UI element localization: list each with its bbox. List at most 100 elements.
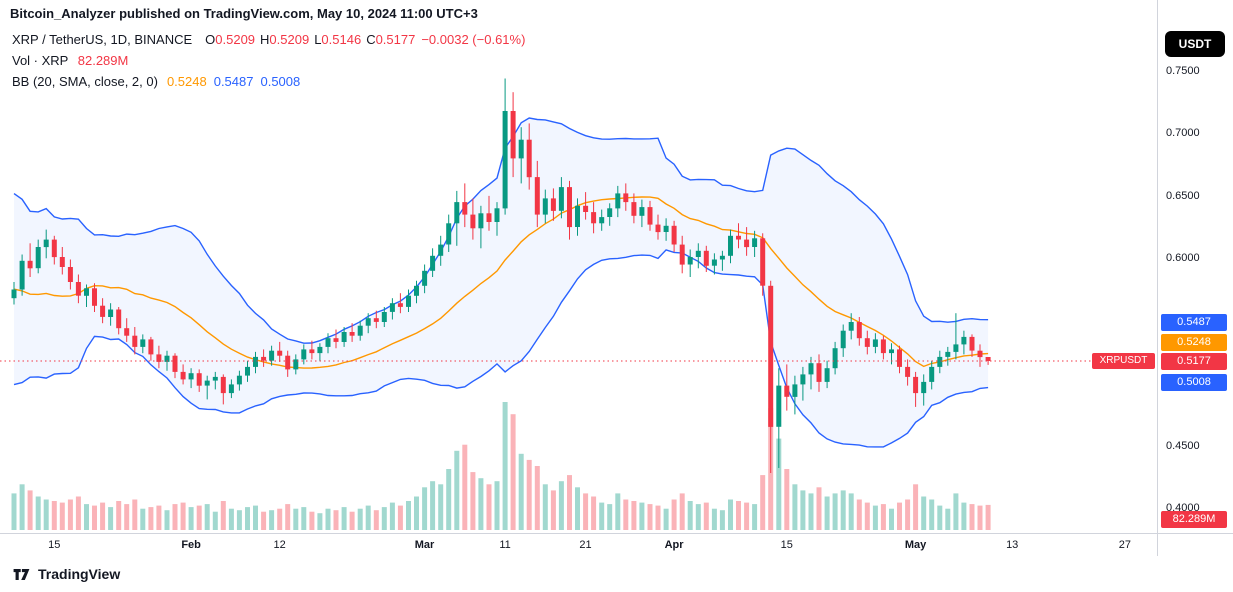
candle-body bbox=[655, 224, 661, 233]
candle-body bbox=[325, 338, 331, 347]
candle-body bbox=[486, 213, 492, 222]
candle-body bbox=[317, 346, 323, 354]
currency-toggle-button[interactable]: USDT bbox=[1165, 31, 1225, 57]
volume-bar bbox=[760, 475, 766, 530]
candle-body bbox=[277, 350, 283, 356]
volume-bar bbox=[172, 504, 178, 530]
price-axis[interactable]: USDT 0.75000.70000.65000.60000.55000.500… bbox=[1157, 0, 1233, 556]
volume-bar bbox=[470, 472, 476, 530]
candle-body bbox=[124, 328, 130, 336]
volume-bar bbox=[929, 499, 935, 530]
volume-bar bbox=[736, 501, 741, 530]
time-axis[interactable]: 15 Feb 12 Mar 11 21 Apr 15 May 13 27 bbox=[0, 533, 1233, 556]
candle-body bbox=[204, 380, 210, 386]
volume-bar bbox=[124, 504, 130, 530]
volume-bar bbox=[140, 508, 146, 530]
volume-bar bbox=[454, 450, 460, 530]
candle-body bbox=[695, 250, 701, 257]
volume-bar bbox=[446, 469, 452, 530]
volume-bar bbox=[510, 414, 516, 530]
candle-body bbox=[711, 259, 717, 266]
candle-body bbox=[156, 354, 162, 362]
volume-bar bbox=[776, 438, 782, 530]
candle-body bbox=[269, 350, 275, 361]
candle-body bbox=[494, 208, 500, 222]
candle-body bbox=[607, 208, 613, 217]
candle-body bbox=[703, 250, 709, 266]
volume-bar bbox=[832, 493, 838, 530]
volume-bar bbox=[703, 502, 709, 530]
candle-body bbox=[220, 376, 226, 394]
candle-body bbox=[100, 305, 106, 317]
candle-body bbox=[341, 332, 347, 342]
candle-body bbox=[261, 356, 267, 361]
volume-bar bbox=[35, 496, 41, 530]
candle-body bbox=[639, 207, 645, 216]
candle-body bbox=[542, 198, 548, 215]
volume-bar bbox=[744, 502, 750, 530]
volume-bar bbox=[719, 510, 725, 530]
candle-body bbox=[977, 350, 983, 358]
candle-body bbox=[422, 270, 428, 286]
volume-bar bbox=[196, 505, 202, 530]
price-tick: 0.6500 bbox=[1166, 189, 1200, 202]
tradingview-brand: TradingView bbox=[38, 566, 121, 582]
volume-label: Vol · XRP bbox=[12, 53, 69, 68]
chart-legend: XRP / TetherUS, 1D, BINANCE O0.5209 H0.520… bbox=[12, 29, 525, 92]
candle-body bbox=[760, 238, 766, 286]
volume-bar bbox=[11, 493, 17, 530]
candle-body bbox=[196, 373, 202, 386]
candle-body bbox=[253, 356, 258, 367]
volume-bar bbox=[462, 444, 468, 530]
time-tick: 15 bbox=[48, 539, 61, 551]
volume-bar bbox=[880, 504, 886, 530]
time-tick: 11 bbox=[499, 539, 511, 551]
candle-body bbox=[132, 335, 138, 347]
volume-legend-row[interactable]: Vol · XRP 82.289M bbox=[12, 50, 525, 71]
volume-bar bbox=[164, 510, 170, 530]
volume-bar bbox=[486, 484, 492, 530]
volume-bar bbox=[784, 469, 790, 530]
volume-pane bbox=[11, 402, 991, 530]
volume-bar bbox=[631, 501, 637, 530]
symbol-price-label-badge: XRPUSDT bbox=[1092, 353, 1155, 370]
volume-bar bbox=[534, 466, 540, 530]
close-value: 0.5177 bbox=[375, 32, 416, 47]
candle-body bbox=[985, 357, 991, 361]
candle-body bbox=[172, 355, 178, 372]
candle-body bbox=[309, 349, 315, 354]
candle-body bbox=[953, 344, 959, 352]
candle-body bbox=[671, 225, 677, 245]
candle-body bbox=[84, 288, 89, 296]
bb-legend-row[interactable]: BB (20, SMA, close, 2, 0) 0.5248 0.5487 0.5… bbox=[12, 71, 525, 92]
volume-bar bbox=[277, 508, 283, 530]
candle-body bbox=[92, 288, 97, 306]
candle-body bbox=[744, 239, 750, 248]
volume-bar bbox=[51, 501, 57, 530]
volume-bar bbox=[156, 505, 162, 530]
candle-body bbox=[333, 338, 339, 342]
volume-bar bbox=[542, 484, 548, 530]
price-tick: 0.7000 bbox=[1166, 127, 1200, 140]
price-chart-canvas[interactable] bbox=[0, 0, 1157, 556]
time-tick: 21 bbox=[579, 539, 592, 551]
bb-basis-value: 0.5248 bbox=[166, 74, 207, 89]
volume-bar bbox=[615, 493, 621, 530]
volume-bar bbox=[808, 493, 814, 530]
candle-body bbox=[534, 177, 540, 215]
candle-body bbox=[470, 214, 476, 229]
bb-upper-value: 0.5487 bbox=[213, 74, 254, 89]
symbol-legend-row[interactable]: XRP / TetherUS, 1D, BINANCE O0.5209 H0.520… bbox=[12, 29, 525, 50]
volume-bar bbox=[27, 490, 33, 530]
volume-bar bbox=[840, 490, 846, 530]
volume-bar bbox=[800, 490, 806, 530]
volume-bar bbox=[518, 453, 524, 530]
volume-bar bbox=[494, 481, 500, 530]
candle-body bbox=[897, 349, 902, 367]
candle-body bbox=[245, 366, 250, 376]
volume-bar bbox=[67, 499, 73, 530]
volume-bar bbox=[84, 504, 89, 530]
volume-bar bbox=[188, 507, 194, 530]
symbol-title: XRP / TetherUS, 1D, BINANCE bbox=[12, 32, 193, 47]
volume-bar bbox=[389, 502, 395, 530]
